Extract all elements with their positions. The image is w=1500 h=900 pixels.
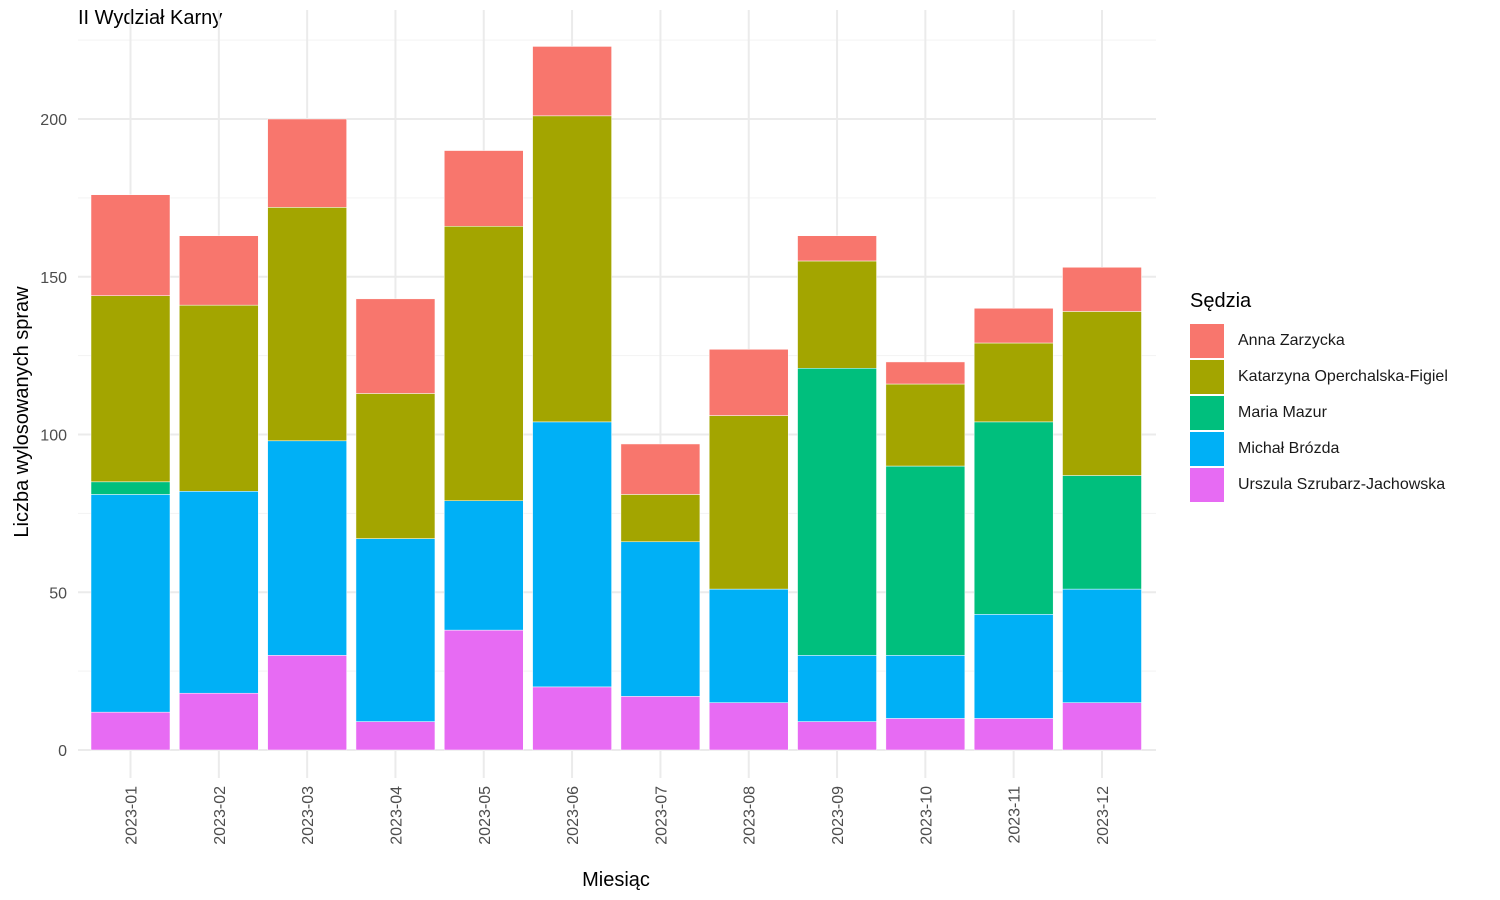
- bar-segment: [885, 383, 966, 467]
- bar-segment: [444, 150, 524, 227]
- bar-segment: [444, 500, 524, 631]
- legend-item: Maria Mazur: [1190, 395, 1448, 431]
- bar-segment: [267, 655, 347, 751]
- legend-label: Michał Brózda: [1238, 440, 1340, 457]
- bar-segment: [885, 361, 966, 385]
- legend-item: Michał Brózda: [1190, 431, 1448, 467]
- y-tick-label: 0: [58, 743, 67, 760]
- bar-segment: [90, 711, 171, 751]
- bar-segment: [885, 718, 966, 751]
- bar-segment: [797, 655, 877, 722]
- bar-segment: [267, 118, 347, 208]
- bar-segment: [973, 342, 1054, 423]
- x-tick-label: 2023-06: [565, 786, 582, 845]
- bar-segment: [708, 588, 789, 703]
- bar-segment: [179, 304, 259, 492]
- bar-segment: [355, 393, 436, 539]
- bar-segment: [90, 481, 171, 495]
- bar-segment: [1062, 702, 1142, 751]
- bar-segment: [90, 494, 171, 713]
- legend-swatch: [1190, 396, 1224, 430]
- bar-segment: [620, 541, 701, 697]
- legend-title: Sędzia: [1190, 290, 1252, 312]
- bar-segment: [973, 308, 1054, 344]
- bar-segment: [355, 538, 436, 722]
- x-axis-label: Miesiąc: [582, 869, 650, 891]
- bar-segment: [1062, 588, 1142, 703]
- bar-segment: [532, 686, 612, 751]
- bar-segment: [797, 721, 877, 751]
- bar-segment: [1062, 311, 1142, 476]
- legend-label: Maria Mazur: [1238, 404, 1327, 421]
- legend-label: Anna Zarzycka: [1238, 332, 1345, 349]
- x-tick-label: 2023-01: [124, 786, 141, 845]
- bar-segment: [973, 421, 1054, 615]
- legend-swatch: [1190, 468, 1224, 502]
- legend-label: Katarzyna Operchalska-Figiel: [1238, 368, 1448, 385]
- bar-segment: [797, 367, 877, 656]
- x-tick-label: 2023-05: [477, 786, 494, 845]
- y-tick-label: 100: [40, 428, 67, 445]
- legend-swatch: [1190, 432, 1224, 466]
- bar-segment: [179, 692, 259, 751]
- bar-segment: [267, 440, 347, 656]
- bar-segment: [90, 295, 171, 483]
- x-tick-label: 2023-12: [1095, 786, 1112, 845]
- legend-swatch: [1190, 360, 1224, 394]
- legend-item: Anna Zarzycka: [1190, 323, 1448, 359]
- bar-segment: [267, 207, 347, 442]
- x-tick-label: 2023-02: [212, 786, 229, 845]
- bar-segment: [532, 421, 612, 688]
- bar-segment: [885, 465, 966, 656]
- legend-item: Katarzyna Operchalska-Figiel: [1190, 359, 1448, 395]
- y-axis-label: Liczba wylosowanych spraw: [11, 286, 33, 538]
- bar-segment: [620, 443, 701, 495]
- y-axis: 0 50 100 150 200: [40, 112, 67, 760]
- bar-segment: [532, 115, 612, 423]
- bar-segment: [708, 349, 789, 416]
- x-tick-label: 2023-08: [742, 786, 759, 845]
- y-tick-label: 200: [40, 112, 67, 129]
- x-tick-label: 2023-07: [653, 786, 670, 845]
- bar-segment: [355, 721, 436, 751]
- bar-segment: [1062, 475, 1142, 590]
- x-tick-label: 2023-10: [918, 786, 935, 845]
- x-tick-label: 2023-04: [388, 786, 405, 845]
- legend-swatch: [1190, 324, 1224, 358]
- bar-segment: [179, 235, 259, 306]
- y-tick-label: 50: [49, 585, 67, 602]
- legend-label: Urszula Szrubarz-Jachowska: [1238, 476, 1446, 493]
- bar-segment: [1062, 267, 1142, 312]
- bar-segment: [620, 696, 701, 751]
- bar-segment: [973, 718, 1054, 751]
- bar-segment: [90, 194, 171, 296]
- x-tick-label: 2023-09: [830, 786, 847, 845]
- x-tick-label: 2023-03: [300, 786, 317, 845]
- chart-title: II Wydział Karny: [78, 7, 223, 29]
- bar-segment: [532, 46, 612, 117]
- bar-segment: [797, 260, 877, 369]
- legend-item: Urszula Szrubarz-Jachowska: [1190, 467, 1448, 503]
- bar-segment: [620, 494, 701, 543]
- legend: Sędzia Anna Zarzycka Katarzyna Operchalsk…: [1190, 290, 1448, 503]
- x-tick-label: 2023-11: [1007, 786, 1024, 844]
- bar-segment: [444, 226, 524, 502]
- bar-segment: [797, 235, 877, 262]
- bars: [90, 46, 1142, 751]
- bar-segment: [444, 629, 524, 751]
- bar-segment: [708, 415, 789, 590]
- y-tick-label: 150: [40, 270, 67, 287]
- bar-segment: [179, 491, 259, 694]
- x-axis: 2023-01 2023-02 2023-03 2023-04 2023-05 2023-…: [124, 786, 1113, 845]
- bar-segment: [973, 614, 1054, 719]
- bar-segment: [355, 298, 436, 394]
- bar-segment: [885, 655, 966, 719]
- bar-segment: [708, 702, 789, 751]
